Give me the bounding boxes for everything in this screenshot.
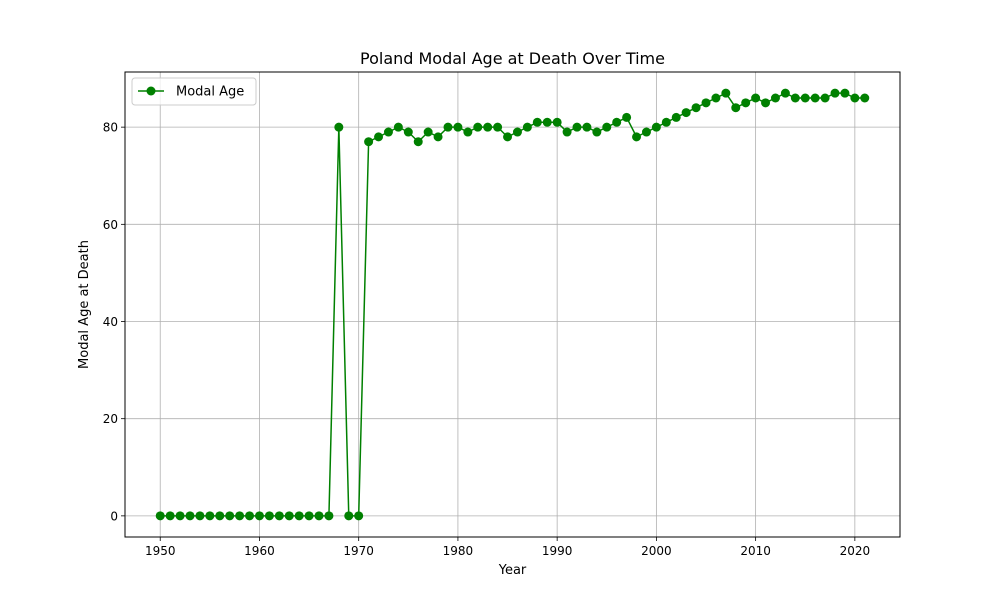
chart-title: Poland Modal Age at Death Over Time <box>360 49 665 68</box>
data-point <box>185 511 195 521</box>
data-point <box>572 122 582 132</box>
data-point <box>274 511 284 521</box>
data-point <box>463 127 473 137</box>
data-point <box>860 93 870 103</box>
data-point <box>751 93 761 103</box>
data-point <box>830 88 840 98</box>
data-point <box>542 117 552 127</box>
x-tick-label: 2000 <box>641 544 672 558</box>
data-point <box>741 98 751 108</box>
data-point <box>632 132 642 142</box>
data-point <box>770 93 780 103</box>
data-point <box>503 132 513 142</box>
data-point <box>731 103 741 113</box>
x-tick-label: 1990 <box>542 544 573 558</box>
data-point <box>165 511 175 521</box>
data-point <box>711 93 721 103</box>
data-point <box>364 137 374 147</box>
y-axis-label: Modal Age at Death <box>77 240 92 369</box>
data-point <box>761 98 771 108</box>
y-axis-ticks: 0 20 40 60 80 <box>103 121 125 523</box>
data-point <box>661 117 671 127</box>
data-point <box>423 127 433 137</box>
data-point <box>254 511 264 521</box>
data-point <box>721 88 731 98</box>
data-point <box>651 122 661 132</box>
y-tick-label: 20 <box>103 412 118 426</box>
data-point <box>225 511 235 521</box>
data-point <box>413 137 423 147</box>
data-point <box>522 122 532 132</box>
data-point <box>790 93 800 103</box>
data-point <box>374 132 384 142</box>
data-point <box>354 511 364 521</box>
data-point <box>304 511 314 521</box>
data-point <box>155 511 165 521</box>
data-point <box>691 103 701 113</box>
legend: Modal Age <box>131 77 257 106</box>
data-point <box>582 122 592 132</box>
x-axis-ticks: 1950 1960 1970 1980 1990 2000 2010 2020 <box>145 537 870 558</box>
data-point <box>205 511 215 521</box>
data-point <box>294 511 304 521</box>
data-point <box>671 112 681 122</box>
legend-label: Modal Age <box>176 85 244 100</box>
data-point <box>562 127 572 137</box>
x-tick-label: 2020 <box>840 544 871 558</box>
x-axis-label: Year <box>498 563 527 578</box>
data-point <box>264 511 274 521</box>
y-tick-label: 60 <box>103 218 118 232</box>
data-point <box>403 127 413 137</box>
data-point <box>215 511 225 521</box>
data-point <box>473 122 483 132</box>
data-point <box>612 117 622 127</box>
data-point <box>810 93 820 103</box>
data-point <box>175 511 185 521</box>
data-point <box>512 127 522 137</box>
data-point <box>453 122 463 132</box>
data-point <box>195 511 205 521</box>
x-tick-label: 1980 <box>443 544 474 558</box>
series <box>155 88 870 521</box>
data-point <box>324 511 334 521</box>
data-point <box>235 511 245 521</box>
data-point <box>552 117 562 127</box>
data-point <box>681 108 691 118</box>
x-tick-label: 1970 <box>343 544 374 558</box>
data-point <box>840 88 850 98</box>
data-point <box>314 511 324 521</box>
data-point <box>483 122 493 132</box>
y-tick-label: 40 <box>103 315 118 329</box>
data-point <box>800 93 810 103</box>
legend-marker-swatch <box>146 86 156 96</box>
x-tick-label: 1960 <box>244 544 275 558</box>
data-point <box>433 132 443 142</box>
x-tick-label: 2010 <box>740 544 771 558</box>
data-point <box>334 122 344 132</box>
data-point <box>701 98 711 108</box>
data-point <box>393 122 403 132</box>
y-tick-label: 80 <box>103 121 118 135</box>
data-point <box>641 127 651 137</box>
plot-area <box>125 72 900 537</box>
plot-frame <box>124 71 901 538</box>
legend-box <box>131 77 257 106</box>
data-point <box>820 93 830 103</box>
data-point <box>532 117 542 127</box>
data-point <box>602 122 612 132</box>
data-point <box>284 511 294 521</box>
data-point <box>493 122 503 132</box>
data-point <box>622 112 632 122</box>
data-point <box>245 511 255 521</box>
x-tick-label: 1950 <box>145 544 176 558</box>
data-point <box>383 127 393 137</box>
data-point <box>850 93 860 103</box>
y-tick-label: 0 <box>110 509 118 523</box>
data-point <box>592 127 602 137</box>
data-point <box>443 122 453 132</box>
data-point <box>344 511 354 521</box>
data-point <box>780 88 790 98</box>
